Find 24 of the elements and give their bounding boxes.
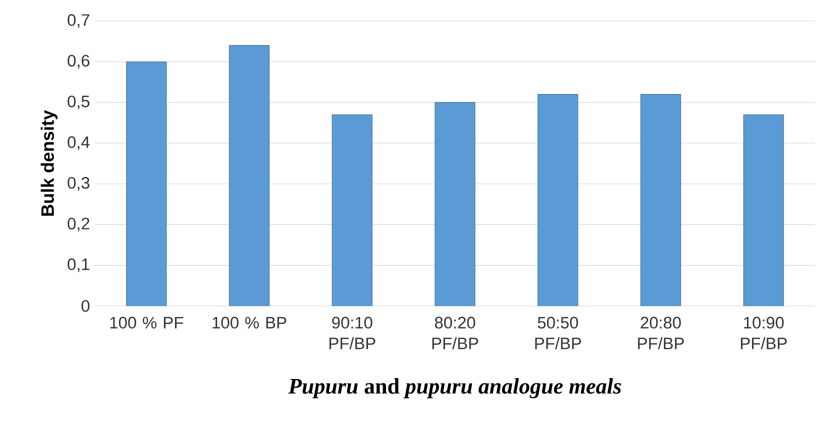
bar [743, 114, 784, 306]
x-axis-title: Pupuru and pupuru analogue meals [288, 378, 622, 398]
x-tick-label: 100 % PF [110, 316, 184, 329]
x-tick-label: 100 % BP [212, 316, 286, 329]
bar [229, 45, 270, 306]
x-tick-label: 80:20 PF/BP [432, 316, 478, 350]
y-tick-label: 0 [82, 300, 90, 312]
bar [538, 94, 578, 306]
y-tick-label: 0,2 [68, 218, 90, 232]
y-tick-label: 0,1 [68, 258, 90, 272]
bar [434, 102, 476, 306]
bar [332, 114, 372, 306]
x-tick-label: 50:50 PF/BP [535, 316, 581, 350]
y-axis-title: Bulk density [40, 110, 58, 216]
y-tick-label: 0,4 [68, 136, 90, 150]
bar [640, 94, 681, 306]
y-tick-label: 0,6 [68, 54, 90, 69]
x-tick-label: 10:90 PF/BP [740, 316, 787, 350]
y-tick-label: 0,5 [68, 96, 90, 110]
y-tick-label: 0,3 [68, 177, 90, 191]
x-tick-label: 90:10 PF/BP [330, 316, 376, 350]
y-tick-label: 0,7 [68, 14, 90, 28]
x-tick-label: 20:80 PF/BP [638, 316, 684, 350]
bar [126, 61, 167, 306]
